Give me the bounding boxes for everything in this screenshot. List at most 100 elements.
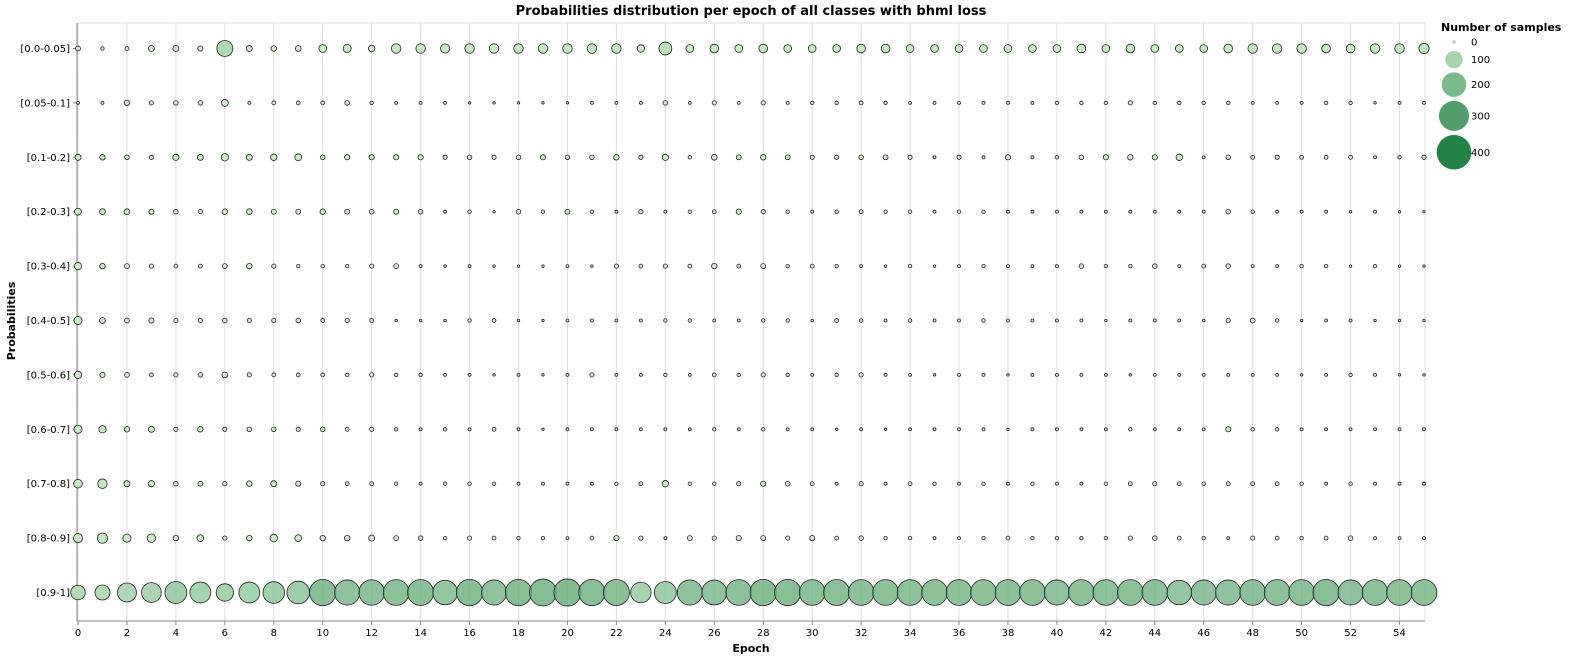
bubble-point (368, 154, 375, 161)
bubble-point (1127, 535, 1133, 541)
bubble-point (1128, 263, 1133, 269)
bubble-point (516, 264, 521, 268)
bubble-point (1300, 318, 1304, 323)
bubble-point (1103, 209, 1108, 214)
bubble-point (516, 535, 521, 541)
bubble-point (491, 154, 497, 160)
bubble-point (981, 155, 986, 160)
bubble-point (1201, 100, 1206, 106)
bubble-point (491, 535, 497, 541)
bubble-point (541, 264, 545, 268)
bubble-point (220, 99, 229, 107)
bubble-point (1079, 318, 1084, 323)
bubble-point (149, 372, 154, 378)
bubble-point (785, 263, 790, 269)
bubble-point (1055, 372, 1059, 377)
bubble-point (1079, 535, 1084, 541)
bubble-point (271, 372, 277, 378)
bubble-point (216, 40, 234, 57)
bubble-point (686, 535, 693, 541)
bubble-point (957, 264, 961, 269)
bubble-point (1225, 481, 1231, 487)
y-tick-label: [0.6-0.7] (27, 425, 70, 436)
bubble-point (1177, 372, 1182, 377)
bubble-point (1127, 100, 1133, 106)
bubble-point (1323, 100, 1329, 106)
bubble-point (141, 582, 162, 603)
bubble-point (94, 584, 111, 601)
bubble-point (369, 426, 375, 432)
bubble-point (393, 535, 399, 541)
bubble-point (344, 208, 351, 215)
bubble-point (1323, 263, 1329, 269)
x-tick-label: 50 (1295, 628, 1308, 639)
bubble-point (320, 154, 326, 160)
x-tick-label: 48 (1246, 628, 1259, 639)
legend-symbol (1438, 100, 1470, 131)
bubble-point (1005, 535, 1011, 541)
bubble-point (725, 579, 753, 606)
bubble-point (1103, 427, 1108, 432)
bubble-point (124, 46, 130, 51)
bubble-point (578, 578, 606, 607)
x-tick-label: 32 (855, 628, 868, 639)
bubble-point (1312, 578, 1340, 607)
bubble-point (432, 579, 458, 606)
bubble-point (921, 579, 948, 606)
bubble-point (736, 372, 741, 378)
bubble-point (562, 43, 573, 54)
bubble-point (1397, 210, 1402, 214)
bubble-point (638, 372, 643, 377)
x-tick-label: 10 (316, 628, 329, 639)
bubble-point (565, 264, 570, 269)
bubble-point (1299, 209, 1304, 214)
bubble-point (344, 100, 350, 106)
bubble-point (735, 154, 742, 161)
bubble-point (736, 263, 742, 269)
bubble-point (614, 372, 619, 377)
bubble-point (1068, 579, 1095, 606)
bubble-point (662, 100, 669, 106)
bubble-point (394, 427, 399, 432)
bubble-point (1150, 44, 1160, 53)
legend-label: 200 (1471, 80, 1490, 91)
bubble-point (271, 100, 277, 106)
bubble-point (712, 427, 717, 432)
bubble-point (1226, 100, 1231, 106)
bubble-point (810, 318, 814, 323)
bubble-point (73, 262, 83, 271)
bubble-point (1361, 579, 1389, 606)
bubble-point (1176, 481, 1182, 487)
bubble-point (1324, 372, 1329, 377)
bubble-point (342, 44, 352, 53)
bubble-point (123, 99, 131, 107)
bubble-point (246, 372, 252, 378)
x-tick-label: 42 (1099, 628, 1112, 639)
bubble-point (1274, 154, 1280, 160)
bubble-point (858, 209, 864, 215)
bubble-point (222, 426, 228, 432)
bubble-point (1275, 318, 1280, 323)
bubble-point (238, 581, 261, 604)
bubble-point (661, 480, 669, 488)
bubble-point (1422, 318, 1426, 323)
bubble-point (981, 481, 986, 486)
bubble-point (1103, 263, 1108, 269)
bubble-point (1422, 481, 1426, 486)
bubble-point (368, 534, 376, 542)
bubble-point (711, 372, 717, 378)
bubble-point (320, 372, 326, 378)
bubble-point (1373, 372, 1377, 377)
bubble-point (1103, 372, 1108, 377)
bubble-point (246, 208, 253, 215)
bubble-point (834, 209, 839, 214)
bubble-point (491, 318, 497, 323)
bubble-point (1345, 43, 1356, 54)
bubble-point (1201, 263, 1207, 269)
bubble-point (271, 263, 277, 269)
bubble-point (956, 209, 962, 214)
bubble-point (662, 263, 668, 269)
bubble-point (319, 208, 326, 215)
bubble-point (173, 426, 179, 432)
bubble-point (932, 427, 937, 432)
